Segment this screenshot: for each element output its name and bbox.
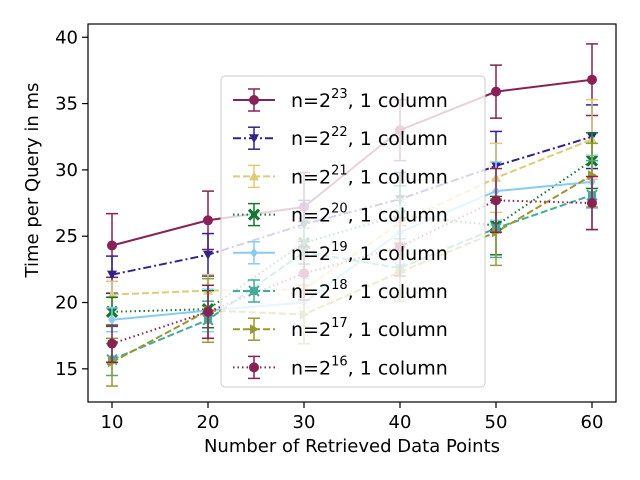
y-tick-label: 25 — [55, 226, 78, 247]
legend-label: n=216, 1 column — [291, 354, 448, 379]
x-tick-label: 10 — [101, 412, 124, 433]
data-point — [107, 240, 117, 251]
legend-entry: n=217, 1 column — [233, 316, 448, 341]
legend-marker — [248, 285, 260, 297]
series-line-n-2-22 — [111, 135, 593, 276]
x-tick-label: 20 — [197, 412, 220, 433]
x-axis-label: Number of Retrieved Data Points — [204, 436, 500, 457]
legend-entry: n=222, 1 column — [233, 125, 448, 150]
data-point — [491, 86, 501, 97]
data-point — [107, 289, 117, 299]
legend-label: n=222, 1 column — [291, 125, 448, 150]
data-point — [491, 195, 501, 206]
y-tick-label: 40 — [55, 27, 78, 48]
data-point — [587, 74, 597, 85]
plot-frame — [87, 23, 617, 403]
legend-marker — [249, 171, 259, 181]
y-axis-label: Time per Query in ms — [22, 83, 43, 279]
data-point — [108, 314, 116, 325]
legend-marker — [249, 134, 259, 144]
series-line-n-2-20 — [111, 159, 593, 313]
x-tick-label: 60 — [581, 412, 604, 433]
data-point — [107, 270, 117, 280]
y-tick-label: 15 — [55, 359, 78, 380]
legend-label: n=221, 1 column — [291, 163, 448, 188]
y-tick-label: 35 — [55, 94, 78, 115]
legend-marker — [249, 362, 259, 373]
legend-entry: n=223, 1 column — [233, 87, 448, 112]
data-point — [203, 215, 213, 226]
legend-label: n=220, 1 column — [291, 202, 448, 227]
y-tick-label: 30 — [55, 160, 78, 181]
axes: 10 20 30 40 50 60 15 20 25 30 35 40 — [55, 23, 617, 433]
legend: n=223, 1 column n=222, 1 column n=221, 1 c… — [220, 75, 486, 388]
legend-label: n=217, 1 column — [291, 316, 448, 341]
legend-label: n=223, 1 column — [291, 87, 448, 112]
legend-marker — [250, 247, 258, 258]
data-point — [203, 306, 213, 317]
legend-label: n=219, 1 column — [291, 240, 448, 265]
data-point — [107, 338, 117, 349]
x-tick-label: 30 — [293, 412, 316, 433]
legend-entry: n=221, 1 column — [233, 163, 448, 188]
legend-box — [220, 75, 486, 388]
series-line-n-2-17 — [111, 174, 593, 364]
legend-marker — [249, 95, 259, 105]
legend-entry: n=216, 1 column — [233, 354, 448, 379]
data-point — [203, 250, 213, 260]
legend-entry: n=218, 1 column — [233, 278, 448, 303]
legend-entry: n=219, 1 column — [233, 240, 448, 265]
legend-label: n=218, 1 column — [291, 278, 448, 303]
legend-marker — [247, 208, 261, 221]
legend-marker — [250, 324, 259, 335]
x-tick-label: 50 — [485, 412, 508, 433]
data-point — [588, 170, 597, 181]
legend-entry: n=220, 1 column — [233, 202, 448, 227]
data-point — [587, 198, 597, 209]
y-tick-label: 20 — [55, 293, 78, 314]
x-tick-label: 40 — [389, 412, 412, 433]
